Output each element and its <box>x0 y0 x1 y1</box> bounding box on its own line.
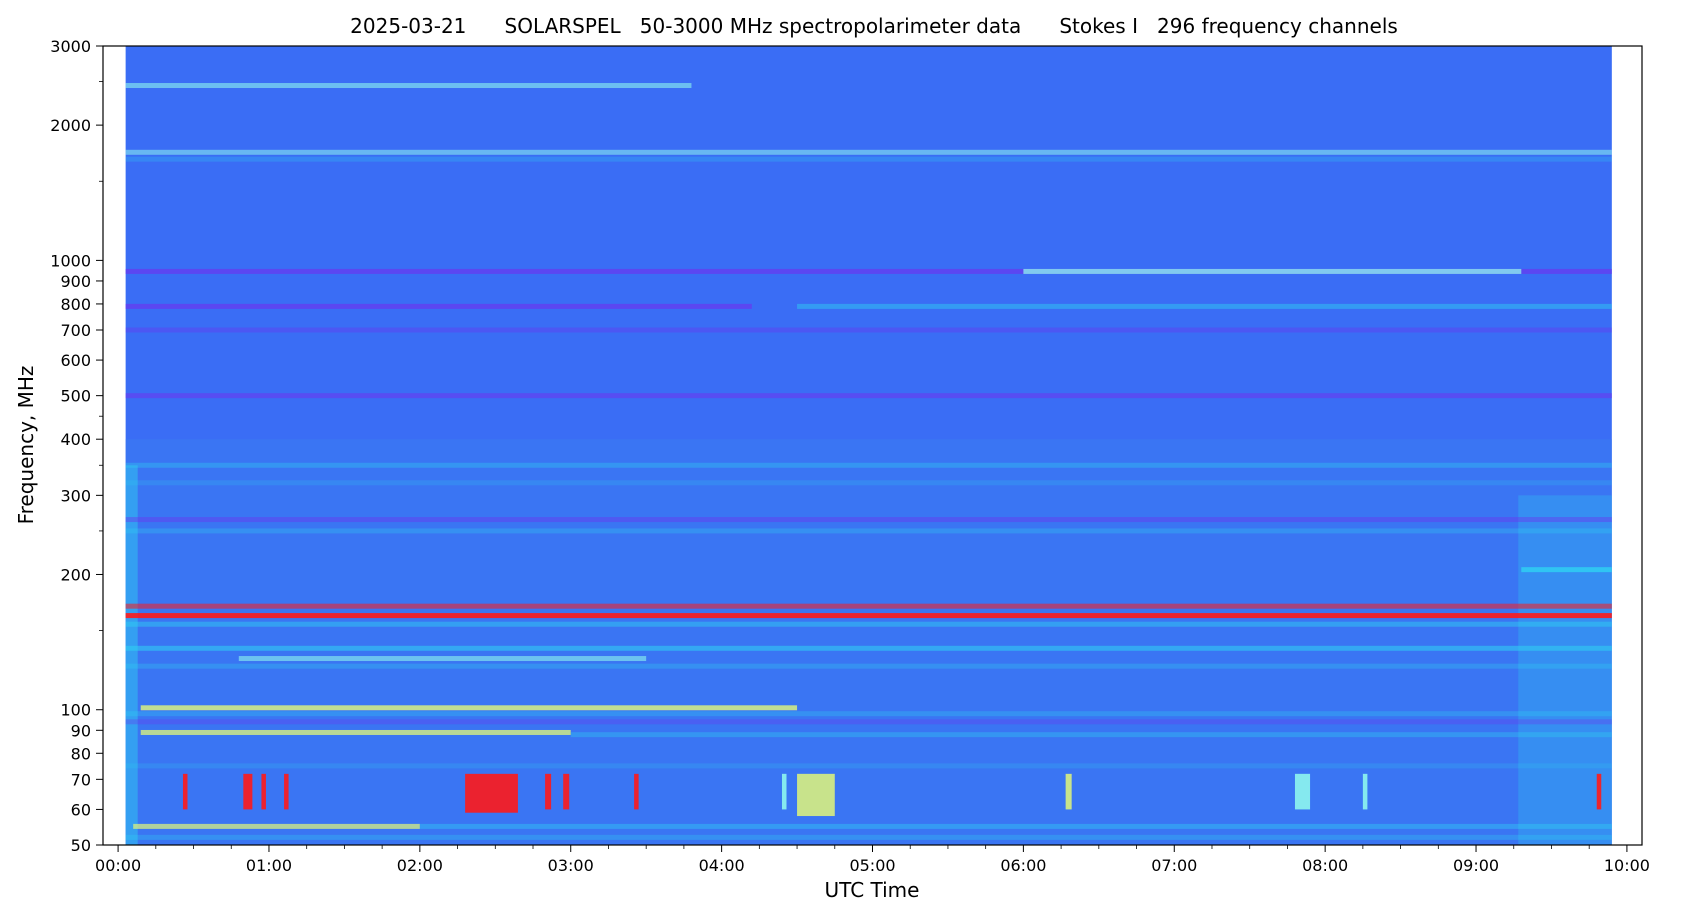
burst-4 <box>465 773 518 813</box>
burst-6 <box>563 773 570 810</box>
x-tick-label: 00:00 <box>95 856 141 875</box>
y-tick-label: 70 <box>71 770 91 789</box>
y-tick-label: 600 <box>60 351 91 370</box>
band-12 <box>125 528 1612 534</box>
x-tick-label: 04:00 <box>699 856 745 875</box>
y-tick-label: 500 <box>60 387 91 406</box>
band-8 <box>125 393 1612 399</box>
y-tick-label: 2000 <box>50 116 91 135</box>
burst-10 <box>1065 773 1072 810</box>
x-tick-label: 01:00 <box>246 856 292 875</box>
left-edge-activity <box>125 465 138 845</box>
y-tick-label: 3000 <box>50 37 91 56</box>
band-6 <box>797 303 1612 309</box>
y-tick-label: 200 <box>60 565 91 584</box>
y-tick-label: 90 <box>71 721 91 740</box>
late-shift-region <box>1518 495 1612 845</box>
chart-title: 2025-03-21 SOLARSPEL 50-3000 MHz spectro… <box>350 14 1398 38</box>
band-1 <box>125 149 1612 155</box>
band-14 <box>125 603 1612 609</box>
burst-12 <box>1362 773 1368 810</box>
y-tick-label: 100 <box>60 701 91 720</box>
y-tick-label: 80 <box>71 744 91 763</box>
band-28 <box>125 834 1612 840</box>
band-2 <box>125 156 1612 162</box>
burst-1 <box>243 773 253 810</box>
plot-frame <box>102 45 1643 846</box>
band-19 <box>125 663 1612 669</box>
y-tick-label: 60 <box>71 800 91 819</box>
low-frequency-region <box>125 439 1612 845</box>
burst-7 <box>634 773 639 810</box>
band-22 <box>125 719 1612 725</box>
band-7 <box>125 327 1612 333</box>
x-axis-label: UTC Time <box>825 878 920 902</box>
burst-3 <box>284 773 289 810</box>
y-tick-label: 300 <box>60 486 91 505</box>
band-21 <box>125 711 1612 717</box>
burst-11 <box>1294 773 1311 810</box>
band-27 <box>419 823 1612 829</box>
burst-9 <box>797 773 835 817</box>
band-5 <box>125 303 752 309</box>
band-15 <box>125 613 1612 619</box>
x-tick-label: 06:00 <box>1000 856 1046 875</box>
x-tick-label: 03:00 <box>548 856 594 875</box>
band-10 <box>125 480 1612 486</box>
y-axis-label: Frequency, MHz <box>14 366 38 525</box>
x-tick-label: 02:00 <box>397 856 443 875</box>
y-tick-label: 50 <box>71 836 91 855</box>
y-tick-label: 800 <box>60 295 91 314</box>
x-tick-label: 10:00 <box>1604 856 1650 875</box>
x-tick-label: 05:00 <box>849 856 895 875</box>
x-tick-label: 07:00 <box>1151 856 1197 875</box>
band-16 <box>125 621 1612 627</box>
band-17 <box>125 645 1612 651</box>
burst-8 <box>781 773 787 810</box>
band-4 <box>1023 268 1522 274</box>
band-25 <box>125 763 1612 769</box>
band-13 <box>1521 567 1612 573</box>
band-9 <box>125 462 1612 468</box>
y-tick-label: 1000 <box>50 251 91 270</box>
y-tick-label: 400 <box>60 430 91 449</box>
burst-13 <box>1596 773 1602 810</box>
spectrogram-plot-area <box>125 46 1612 845</box>
x-tick-label: 09:00 <box>1453 856 1499 875</box>
x-axis-ticks: 00:00 01:00 02:00 03:00 04:00 05:00 06:00 07:00… <box>95 845 1650 875</box>
band-24 <box>570 732 1612 738</box>
band-18 <box>238 656 647 662</box>
band-0 <box>125 83 692 89</box>
burst-0 <box>182 773 188 810</box>
y-tick-label: 900 <box>60 272 91 291</box>
burst-5 <box>545 773 552 810</box>
band-23 <box>140 729 571 735</box>
band-3 <box>125 268 1612 274</box>
band-20 <box>140 705 798 711</box>
burst-2 <box>261 773 266 810</box>
band-11 <box>125 517 1612 523</box>
x-tick-label: 08:00 <box>1302 856 1348 875</box>
y-tick-label: 700 <box>60 321 91 340</box>
band-26 <box>133 823 420 829</box>
